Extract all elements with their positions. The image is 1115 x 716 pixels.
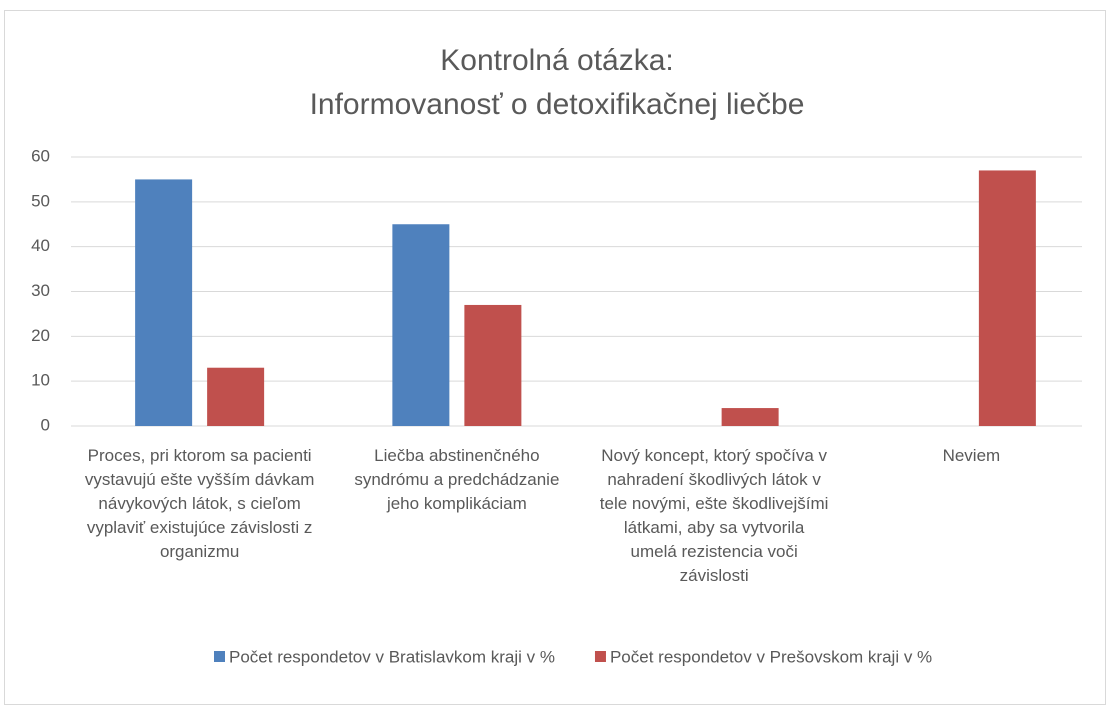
- bar: [464, 304, 522, 426]
- y-tick-label: 60: [31, 146, 50, 165]
- bar: [392, 224, 450, 426]
- bar: [978, 170, 1036, 426]
- x-tick-label: Nový koncept, ktorý spočíva v nahradení …: [599, 446, 829, 585]
- x-tick-label: Neviem: [942, 446, 1001, 465]
- legend-label: Počet respondetov v Prešovskom kraji v %: [610, 647, 932, 666]
- x-tick-label: Liečba abstinenčného syndrómu a predchád…: [354, 446, 560, 513]
- bar: [721, 408, 779, 426]
- y-tick-label: 20: [31, 326, 50, 345]
- x-tick-label: Proces, pri ktorom sa pacienti vystavujú…: [84, 446, 315, 561]
- y-tick-label: 30: [31, 281, 50, 300]
- y-tick-label: 0: [41, 415, 50, 434]
- y-tick-label: 40: [31, 236, 50, 255]
- bar: [207, 367, 265, 426]
- y-tick-label: 50: [31, 191, 50, 210]
- chart-title: Informovanosť o detoxifikačnej liečbe: [310, 88, 805, 121]
- chart-title: Kontrolná otázka:: [440, 44, 673, 77]
- legend-swatch: [594, 651, 606, 662]
- legend-label: Počet respondetov v Bratislavkom kraji v…: [229, 647, 555, 666]
- bar: [135, 179, 193, 426]
- legend-swatch: [214, 651, 225, 662]
- y-tick-label: 10: [31, 371, 50, 390]
